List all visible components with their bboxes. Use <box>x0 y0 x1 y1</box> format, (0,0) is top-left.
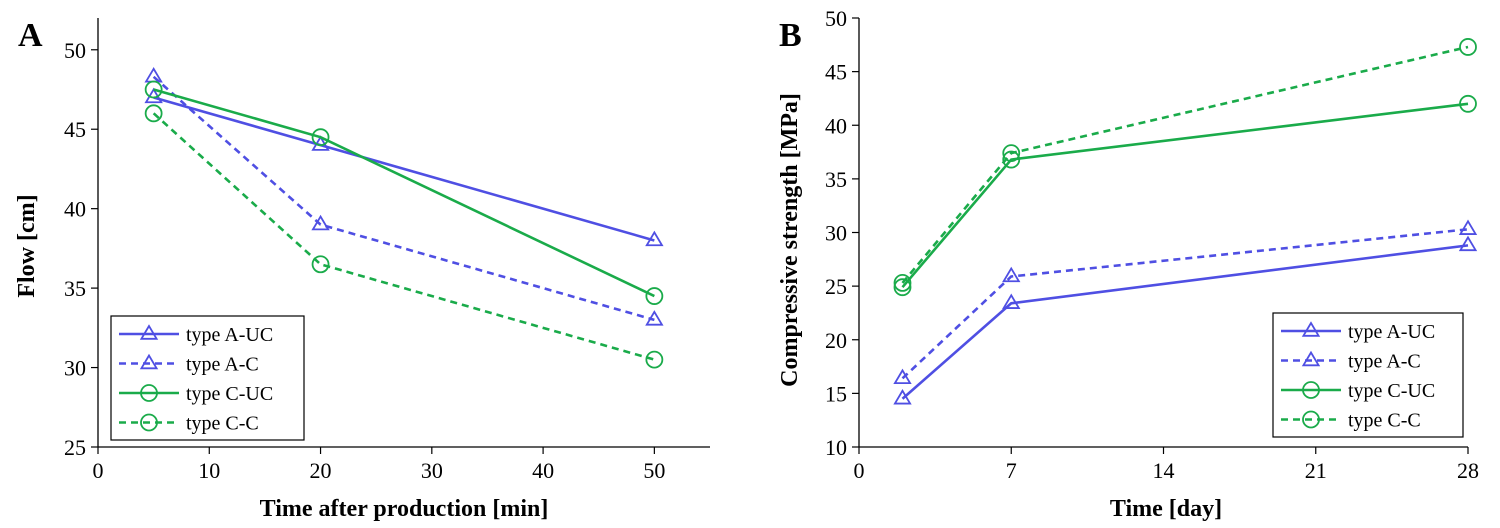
y-tick-label: 45 <box>825 60 847 85</box>
y-tick-label: 35 <box>825 167 847 192</box>
x-tick-label: 0 <box>93 458 104 483</box>
data-point <box>893 278 912 297</box>
legend-marker <box>140 413 158 432</box>
series-line-type-c-c <box>901 45 1469 284</box>
data-point <box>645 350 664 369</box>
panel-b-ticks: 0 7 14 21 28 10 15 20 25 30 35 40 45 50 <box>825 6 1479 483</box>
data-point <box>311 255 330 274</box>
y-tick-label: 40 <box>64 197 86 222</box>
x-tick-label: 14 <box>1153 458 1175 483</box>
y-tick-label: 25 <box>825 274 847 299</box>
data-point <box>144 80 163 99</box>
panel-a-legend: type A-UC type A-C type C-UC type C-C <box>110 315 305 441</box>
y-tick-label: 50 <box>825 6 847 31</box>
x-tick-label: 7 <box>1006 458 1017 483</box>
y-tick-label: 15 <box>825 381 847 406</box>
panel-b-legend: type A-UC type A-C type C-UC type C-C <box>1272 312 1464 438</box>
data-point <box>893 274 912 292</box>
panel-a-x-title: Time after production [min] <box>260 496 549 522</box>
y-tick-label: 30 <box>825 221 847 246</box>
legend-marker <box>1301 350 1321 367</box>
data-point <box>893 368 912 385</box>
x-tick-label: 0 <box>854 458 865 483</box>
data-point <box>1002 293 1021 309</box>
panel-b-x-title: Time [day] <box>1110 496 1222 522</box>
data-point <box>1002 150 1021 169</box>
legend-marker <box>139 324 159 340</box>
y-tick-label: 10 <box>825 435 847 460</box>
legend-label: type C-UC <box>186 383 273 405</box>
legend-label: type A-UC <box>1348 321 1435 343</box>
data-point <box>144 67 163 83</box>
y-tick-label: 45 <box>64 117 86 142</box>
series-line-type-a-c <box>152 75 655 322</box>
series-line-type-a-uc <box>153 96 655 242</box>
panel-a-legend-entries: type A-UC type A-C type C-UC type C-C <box>119 324 273 435</box>
panel-b-y-title: Compressive strength [MPa] <box>777 93 803 387</box>
panel-b-letter: B <box>779 17 802 54</box>
series-line-type-c-c <box>152 112 655 361</box>
panel-a-y-title: Flow [cm] <box>14 194 40 297</box>
x-tick-label: 20 <box>310 458 332 483</box>
legend-marker <box>1301 321 1321 337</box>
series-line-type-a-c <box>901 227 1469 380</box>
data-point <box>144 104 163 123</box>
data-point <box>311 128 330 147</box>
y-tick-label: 20 <box>825 328 847 353</box>
x-tick-label: 40 <box>532 458 554 483</box>
data-point <box>1459 38 1477 56</box>
series-line-type-c-uc <box>153 88 655 298</box>
data-point <box>1458 219 1478 235</box>
x-tick-label: 28 <box>1457 458 1479 483</box>
legend-label: type C-UC <box>1348 380 1435 402</box>
panel-a: A 0 10 20 30 40 50 25 30 35 40 45 50 Time after pro… <box>14 17 710 522</box>
y-tick-label: 50 <box>64 38 86 63</box>
x-tick-label: 10 <box>198 458 220 483</box>
y-tick-label: 35 <box>64 276 86 301</box>
data-point <box>645 287 664 305</box>
data-point <box>893 388 912 405</box>
x-tick-label: 50 <box>643 458 665 483</box>
legend-label: type C-C <box>1348 410 1421 432</box>
y-tick-label: 40 <box>825 113 847 138</box>
series-line-type-a-uc <box>901 244 1469 400</box>
legend-label: type A-C <box>1348 351 1421 373</box>
panel-a-letter: A <box>18 17 43 54</box>
x-tick-label: 21 <box>1305 458 1327 483</box>
y-tick-label: 30 <box>64 356 86 381</box>
panel-b-legend-entries: type A-UC type A-C type C-UC type C-C <box>1281 321 1435 432</box>
legend-marker <box>139 353 159 370</box>
data-point <box>1459 94 1477 113</box>
data-point <box>1458 235 1478 252</box>
panel-a-ticks: 0 10 20 30 40 50 25 30 35 40 45 50 <box>64 38 665 483</box>
data-point <box>311 214 330 231</box>
data-point <box>1002 266 1021 283</box>
legend-label: type A-UC <box>186 324 273 346</box>
panel-a-series <box>144 67 664 369</box>
data-point <box>645 310 664 326</box>
series-line-type-c-uc <box>901 102 1469 289</box>
data-point <box>645 230 664 247</box>
panel-b-series <box>893 38 1478 405</box>
data-point <box>1002 144 1021 163</box>
legend-marker <box>1302 381 1320 399</box>
legend-label: type C-C <box>186 413 259 435</box>
legend-marker <box>140 384 158 402</box>
x-tick-label: 30 <box>421 458 443 483</box>
y-tick-label: 25 <box>64 435 86 460</box>
legend-marker <box>1302 410 1320 429</box>
legend-label: type A-C <box>186 354 259 376</box>
